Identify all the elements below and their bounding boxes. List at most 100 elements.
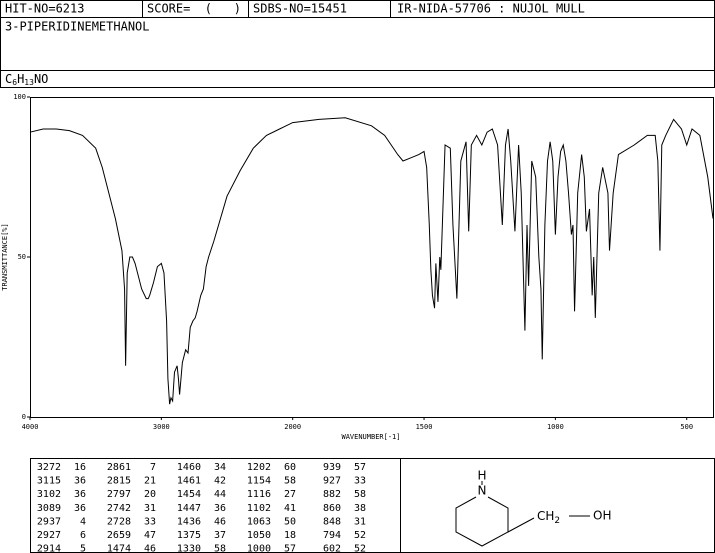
hit-number: HIT-NO=6213	[5, 2, 84, 16]
header-frame	[0, 0, 715, 88]
peak-transmittance: 33	[144, 516, 156, 527]
ring-bonds	[455, 496, 509, 547]
plot-frame	[30, 97, 714, 418]
peak-transmittance: 20	[144, 489, 156, 500]
peak-wavenumber: 1474	[107, 544, 131, 553]
x-tick-label: 3000	[153, 423, 170, 431]
x-tick-label: 2000	[284, 423, 301, 431]
method: IR-NIDA-57706 : NUJOL MULL	[397, 2, 585, 16]
peak-wavenumber: 2937	[37, 516, 61, 527]
peak-wavenumber: 1460	[177, 462, 201, 473]
formula-subscript: 13	[24, 78, 34, 87]
peak-wavenumber: 1436	[177, 516, 201, 527]
peak-wavenumber: 1063	[247, 516, 271, 527]
peak-wavenumber: 2914	[37, 544, 61, 553]
x-axis-title: WAVENUMBER[-1]	[341, 433, 400, 441]
peak-wavenumber: 882	[323, 489, 341, 500]
peak-wavenumber: 848	[323, 516, 341, 527]
peak-transmittance: 21	[144, 476, 156, 487]
x-tick-label: 1500	[416, 423, 433, 431]
peak-transmittance: 52	[354, 544, 366, 553]
group-part: CH	[537, 509, 554, 523]
group-subscript: 2	[554, 516, 560, 526]
peak-wavenumber: 3272	[37, 462, 61, 473]
peak-transmittance: 4	[80, 516, 86, 527]
formula-part: C	[5, 72, 12, 86]
peak-transmittance: 18	[284, 530, 296, 541]
peak-wavenumber: 2927	[37, 530, 61, 541]
peak-wavenumber: 939	[323, 462, 341, 473]
peak-transmittance: 52	[354, 530, 366, 541]
peak-transmittance: 36	[214, 503, 226, 514]
peak-wavenumber: 1202	[247, 462, 271, 473]
peak-wavenumber: 2728	[107, 516, 131, 527]
peak-wavenumber: 2742	[107, 503, 131, 514]
sdbs-number: SDBS-NO=15451	[253, 2, 347, 16]
spectrum-line	[29, 117, 714, 405]
peak-wavenumber: 2815	[107, 476, 131, 487]
y-tick-label: 50	[18, 253, 26, 261]
compound-name: 3-PIPERIDINEMETHANOL	[5, 20, 150, 34]
score: SCORE= ( )	[147, 2, 241, 16]
peak-wavenumber: 602	[323, 544, 341, 553]
peak-transmittance: 42	[214, 476, 226, 487]
peak-transmittance: 46	[214, 516, 226, 527]
peak-transmittance: 57	[354, 462, 366, 473]
peak-transmittance: 16	[74, 462, 86, 473]
peak-transmittance: 27	[284, 489, 296, 500]
peak-transmittance: 6	[80, 530, 86, 541]
peak-transmittance: 44	[214, 489, 226, 500]
peak-wavenumber: 1461	[177, 476, 201, 487]
peak-wavenumber: 2797	[107, 489, 131, 500]
peak-wavenumber: 1102	[247, 503, 271, 514]
peak-wavenumber: 2861	[107, 462, 131, 473]
peak-transmittance: 47	[144, 530, 156, 541]
peak-wavenumber: 3102	[37, 489, 61, 500]
atom-label: H	[477, 469, 486, 483]
peak-wavenumber: 1330	[177, 544, 201, 553]
structure: N H CH2 OH	[455, 469, 611, 547]
formula-part: H	[17, 72, 24, 86]
peak-transmittance: 36	[74, 476, 86, 487]
peak-transmittance: 31	[144, 503, 156, 514]
peak-transmittance: 33	[354, 476, 366, 487]
group-label: OH	[593, 509, 611, 523]
peak-transmittance: 36	[74, 503, 86, 514]
peak-transmittance: 36	[74, 489, 86, 500]
peak-transmittance: 58	[354, 489, 366, 500]
peak-transmittance: 58	[284, 476, 296, 487]
formula-part: NO	[34, 72, 48, 86]
peak-transmittance: 37	[214, 530, 226, 541]
peak-transmittance: 38	[354, 503, 366, 514]
peak-transmittance: 34	[214, 462, 226, 473]
peak-transmittance: 57	[284, 544, 296, 553]
peak-wavenumber: 1050	[247, 530, 271, 541]
x-tick-label: 4000	[22, 423, 39, 431]
y-tick-label: 0	[22, 413, 26, 421]
peak-wavenumber: 1000	[247, 544, 271, 553]
peak-transmittance: 46	[144, 544, 156, 553]
peak-wavenumber: 1454	[177, 489, 201, 500]
peak-wavenumber: 794	[323, 530, 341, 541]
peak-wavenumber: 2659	[107, 530, 131, 541]
peak-transmittance: 7	[150, 462, 156, 473]
atom-label: N	[478, 484, 487, 498]
group-label: CH2	[537, 509, 560, 526]
peak-wavenumber: 1116	[247, 489, 271, 500]
formula-subscript: 6	[12, 78, 17, 87]
x-tick-label: 500	[680, 423, 693, 431]
peak-wavenumber: 1447	[177, 503, 201, 514]
peak-wavenumber: 3115	[37, 476, 61, 487]
peak-transmittance: 50	[284, 516, 296, 527]
peak-transmittance: 5	[80, 544, 86, 553]
peak-wavenumber: 1154	[247, 476, 271, 487]
formula: C6H13NO	[5, 72, 48, 87]
y-axis-title: TRANSMITTANCE[%]	[1, 223, 9, 290]
x-tick-label: 1000	[547, 423, 564, 431]
y-tick-label: 100	[13, 93, 26, 101]
peak-transmittance: 41	[284, 503, 296, 514]
peak-wavenumber: 3089	[37, 503, 61, 514]
peak-transmittance: 31	[354, 516, 366, 527]
